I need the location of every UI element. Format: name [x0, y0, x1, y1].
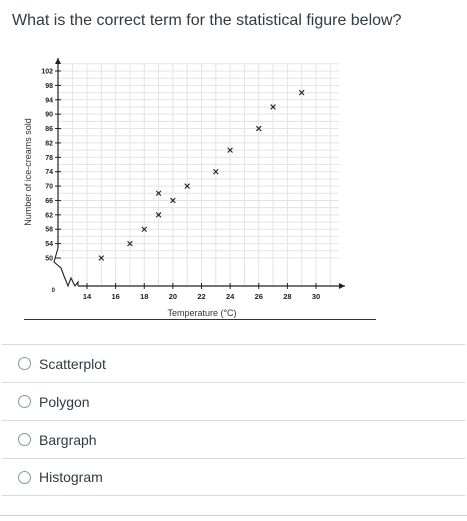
- x-tick-label: 22: [197, 292, 205, 301]
- x-tick-label: 24: [226, 292, 235, 301]
- data-point-stroke: [155, 212, 162, 218]
- answer-label: Histogram: [39, 469, 103, 485]
- data-point-stroke: [155, 190, 162, 197]
- data-point-stroke: [213, 168, 219, 175]
- y-tick-label: 74: [45, 169, 53, 176]
- x-tick-label: 28: [283, 292, 291, 301]
- y-tick-label: 50: [45, 256, 53, 263]
- answer-label: Polygon: [39, 393, 90, 410]
- scatter-chart: 0 50 54 58 62 66 70 74 78 82 86 90 94 98 102 14 16 18 20 22…: [23, 58, 345, 318]
- y-tick-label: 70: [45, 184, 53, 191]
- answer-list: Scatterplot Polygon Bargraph Histogram: [0, 344, 467, 496]
- x-axis-label: Temperature (°C): [167, 308, 236, 318]
- radio-button-scatterplot[interactable]: [18, 357, 31, 370]
- y-tick-label: 54: [45, 241, 53, 248]
- x-tick-label: 26: [255, 292, 263, 301]
- data-point: [155, 190, 162, 197]
- y-tick-label: 86: [45, 126, 53, 133]
- y-tick-label: 90: [45, 112, 53, 119]
- x-tick-label: 20: [169, 292, 177, 301]
- origin-label: 0: [52, 288, 56, 294]
- data-point: [141, 226, 148, 233]
- chart-grid: [58, 63, 339, 286]
- data-point: [184, 183, 190, 189]
- data-point-stroke: [255, 125, 262, 132]
- y-tick-label: 62: [45, 212, 53, 219]
- data-point-stroke: [141, 226, 148, 233]
- data-point-stroke: [184, 183, 190, 189]
- data-point: [127, 240, 133, 247]
- y-tick-label: 94: [45, 97, 53, 104]
- data-point-stroke: [270, 104, 276, 110]
- x-tick-label: 18: [140, 292, 148, 301]
- data-point: [155, 212, 162, 218]
- data-point: [227, 147, 233, 153]
- y-tick-label: 98: [45, 83, 53, 90]
- answer-option-polygon[interactable]: Polygon: [2, 382, 465, 420]
- chart-points: [98, 89, 305, 261]
- axis-break-zigzag: [53, 247, 79, 288]
- question-text: What is the correct term for the statist…: [12, 12, 402, 29]
- y-tick-label: 66: [45, 198, 53, 205]
- x-tick-label: 16: [111, 292, 119, 301]
- answer-option-bargraph[interactable]: Bargraph: [2, 420, 465, 458]
- answer-option-scatterplot[interactable]: Scatterplot: [2, 344, 465, 382]
- data-point: [170, 197, 176, 204]
- y-tick-label: 78: [45, 155, 53, 162]
- footer-divider: [0, 515, 467, 516]
- data-point: [270, 104, 276, 110]
- answer-label: Scatterplot: [39, 355, 106, 372]
- data-point: [255, 125, 262, 132]
- chart-underline: [24, 319, 376, 320]
- answer-label: Bargraph: [39, 431, 97, 448]
- data-point-stroke: [98, 255, 105, 261]
- data-point: [98, 255, 105, 261]
- data-point-stroke: [227, 147, 233, 153]
- radio-button-histogram[interactable]: [18, 470, 31, 484]
- data-point: [298, 89, 305, 96]
- x-tick-label: 30: [312, 292, 320, 301]
- data-point-stroke: [170, 197, 176, 204]
- y-tick-label: 102: [41, 69, 53, 76]
- x-tick-label: 14: [83, 292, 92, 301]
- y-tick-label: 58: [45, 227, 53, 234]
- answer-option-histogram[interactable]: Histogram: [2, 458, 465, 496]
- y-axis-label: Number of ice-creams sold: [23, 118, 33, 226]
- y-axis-arrow: [55, 58, 61, 64]
- x-axis-arrow: [339, 283, 345, 289]
- data-point-stroke: [298, 89, 305, 96]
- chart-ticks: 0 50 54 58 62 66 70 74 78 82 86 90 94 98 102 14 16 18 20 22…: [41, 69, 320, 302]
- radio-button-bargraph[interactable]: [18, 433, 31, 446]
- y-tick-label: 82: [45, 140, 53, 147]
- data-point-stroke: [127, 240, 133, 247]
- chart-axes: [53, 58, 345, 289]
- radio-button-polygon[interactable]: [18, 395, 31, 408]
- data-point: [213, 168, 219, 175]
